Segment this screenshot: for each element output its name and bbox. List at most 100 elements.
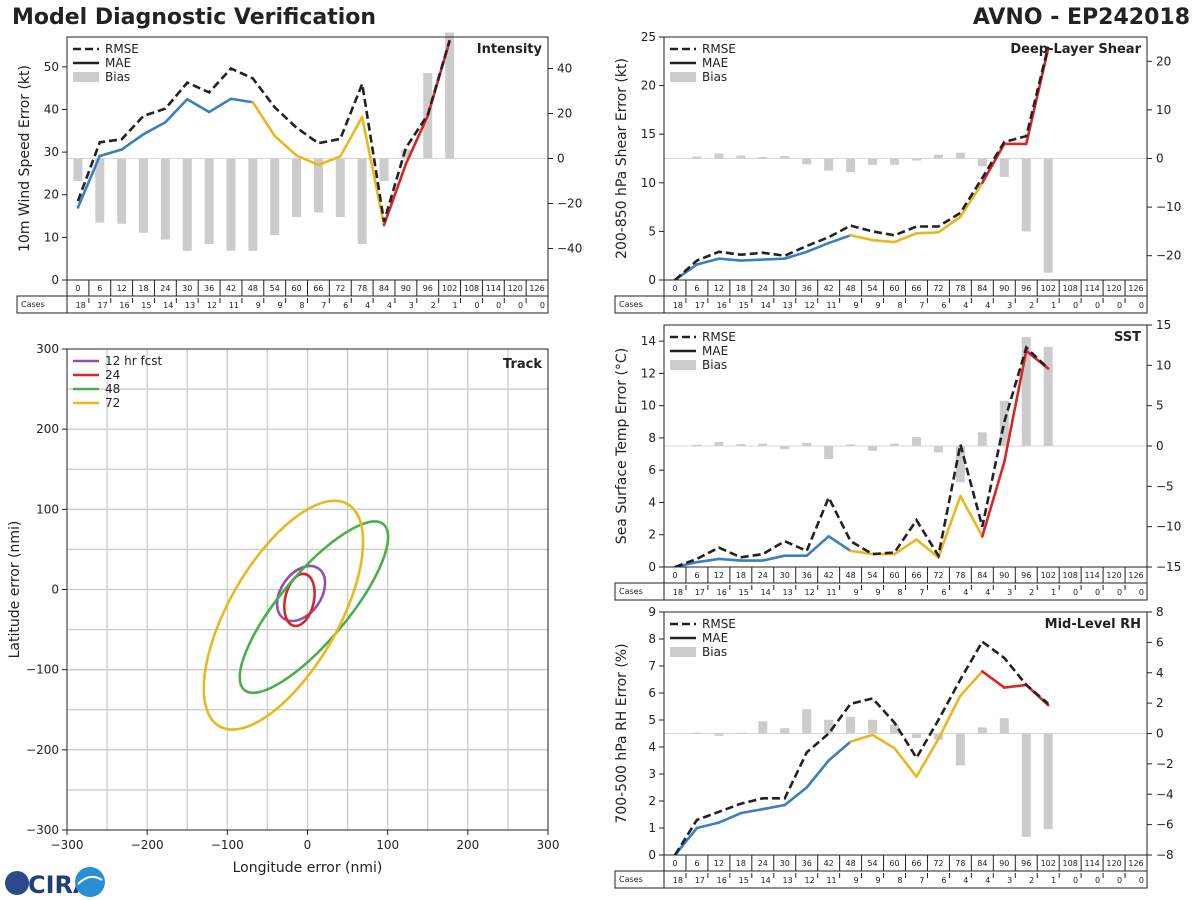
lead-time-label: 126 — [1128, 571, 1143, 580]
cira-logo-swoosh — [77, 875, 103, 885]
mae-line-segment — [761, 803, 787, 811]
mae-line-segment — [1024, 47, 1050, 146]
bias-bar — [977, 727, 987, 734]
y-tick-label: 4 — [648, 495, 656, 509]
bias-bar — [1043, 346, 1053, 446]
bias-bar — [182, 158, 192, 251]
case-count: 0 — [1117, 876, 1122, 885]
case-count: 11 — [229, 301, 239, 310]
bias-bar — [1021, 337, 1031, 446]
lead-time-label: 36 — [802, 284, 812, 293]
mae-line-segment — [959, 670, 984, 698]
lead-time-label: 84 — [977, 859, 987, 868]
lead-time-label: 72 — [933, 571, 943, 580]
case-count: 6 — [941, 876, 946, 885]
case-count: 12 — [804, 588, 814, 597]
y2-tick-label: 10 — [1156, 103, 1171, 117]
y2-tick-label: 2 — [1156, 696, 1164, 710]
bias-bar — [204, 158, 214, 244]
case-count: 18 — [673, 588, 683, 597]
case-count: 14 — [163, 301, 173, 310]
case-count: 9 — [256, 301, 261, 310]
lead-time-label: 72 — [933, 859, 943, 868]
panel-title: Mid-Level RH — [1045, 617, 1141, 632]
case-count: 4 — [963, 301, 968, 310]
y-tick-label: 9 — [648, 605, 656, 619]
bias-bar — [714, 441, 724, 446]
case-count: 16 — [717, 301, 727, 310]
mae-line-segment — [1002, 349, 1028, 464]
case-count: 4 — [985, 876, 990, 885]
y2-tick-label: −10 — [1156, 200, 1181, 214]
legend-rmse-label: RMSE — [702, 330, 736, 344]
y-axis-label: 700-500 hPa RH Error (%) — [614, 643, 630, 823]
case-count: 6 — [343, 301, 348, 310]
bias-bar — [1043, 158, 1053, 273]
lead-time-label: 12 — [714, 571, 724, 580]
y-tick-label: 0 — [648, 273, 656, 287]
y2-tick-label: −2 — [1156, 757, 1174, 771]
legend-mae-label: MAE — [702, 344, 728, 358]
cira-logo-globe — [5, 871, 29, 895]
case-count: 8 — [897, 301, 902, 310]
bias-bar — [955, 446, 965, 483]
legend-label: 72 — [105, 396, 120, 410]
bias-bar — [824, 719, 834, 734]
y-tick-label: 0 — [51, 583, 59, 597]
mae-line-segment — [981, 460, 1006, 538]
lead-time-label: 24 — [160, 284, 170, 293]
y-tick-label: 20 — [44, 188, 59, 202]
x-tick-label: 300 — [537, 838, 560, 852]
y2-tick-label: 0 — [1156, 439, 1164, 453]
bias-bar — [824, 446, 834, 459]
bias-bar — [977, 432, 987, 446]
bias-bar — [802, 158, 812, 165]
legend-label: 12 hr fcst — [105, 354, 163, 368]
bias-bar — [270, 158, 280, 235]
lead-time-label: 60 — [889, 571, 899, 580]
x-axis-label: Longitude error (nmi) — [233, 860, 383, 876]
case-count: 14 — [761, 876, 771, 885]
bias-bar — [401, 149, 411, 159]
lead-time-label: 0 — [75, 284, 80, 293]
mae-line-segment — [317, 155, 342, 167]
case-count: 13 — [783, 588, 793, 597]
mae-line-segment — [717, 257, 743, 262]
y2-tick-label: −40 — [557, 242, 582, 256]
y-tick-label: 8 — [648, 632, 656, 646]
case-count: 1 — [1051, 301, 1056, 310]
y-tick-label: 5 — [648, 713, 656, 727]
rmse-line — [674, 345, 1050, 569]
lead-time-label: 126 — [529, 284, 544, 293]
y-tick-label: 7 — [648, 659, 656, 673]
case-count: 18 — [673, 301, 683, 310]
mae-line-segment — [717, 811, 743, 824]
bias-bar — [780, 156, 790, 159]
case-count: 7 — [919, 876, 924, 885]
y-tick-label: 300 — [36, 342, 59, 356]
lead-time-label: 120 — [508, 284, 523, 293]
y-tick-label: 20 — [641, 79, 656, 93]
bias-bar — [714, 153, 724, 159]
case-count: 14 — [761, 301, 771, 310]
y2-tick-label: 40 — [557, 62, 572, 76]
case-count: 0 — [1139, 588, 1144, 597]
mae-line-segment — [382, 162, 408, 227]
case-count: 0 — [1117, 301, 1122, 310]
case-count: 0 — [1073, 876, 1078, 885]
y-tick-label: 10 — [44, 230, 59, 244]
lead-time-label: 96 — [1021, 571, 1031, 580]
legend-rmse-label: RMSE — [702, 617, 736, 631]
bias-bar — [868, 719, 878, 734]
panel-title: Track — [503, 357, 542, 372]
mae-line-segment — [849, 233, 874, 242]
lead-time-label: 72 — [335, 284, 345, 293]
y2-tick-label: 20 — [557, 107, 572, 121]
lead-time-label: 90 — [401, 284, 411, 293]
lead-time-label: 48 — [846, 571, 856, 580]
bias-bar — [736, 732, 746, 734]
x-tick-label: −200 — [131, 838, 164, 852]
case-count: 4 — [963, 876, 968, 885]
bias-bar — [955, 733, 965, 766]
